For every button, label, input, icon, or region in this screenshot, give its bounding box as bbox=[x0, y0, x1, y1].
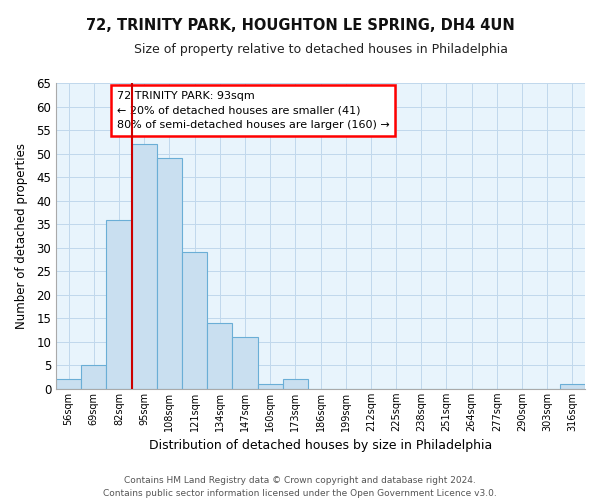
Bar bbox=[56, 380, 81, 389]
Bar bbox=[182, 252, 207, 389]
Bar bbox=[257, 384, 283, 389]
Bar bbox=[283, 380, 308, 389]
Bar bbox=[131, 144, 157, 389]
Bar bbox=[207, 323, 232, 389]
Bar bbox=[157, 158, 182, 389]
Bar bbox=[560, 384, 585, 389]
Text: 72 TRINITY PARK: 93sqm
← 20% of detached houses are smaller (41)
80% of semi-det: 72 TRINITY PARK: 93sqm ← 20% of detached… bbox=[117, 90, 389, 130]
Bar bbox=[106, 220, 131, 389]
Bar bbox=[81, 366, 106, 389]
Text: Contains HM Land Registry data © Crown copyright and database right 2024.
Contai: Contains HM Land Registry data © Crown c… bbox=[103, 476, 497, 498]
Bar bbox=[232, 337, 257, 389]
X-axis label: Distribution of detached houses by size in Philadelphia: Distribution of detached houses by size … bbox=[149, 440, 492, 452]
Text: 72, TRINITY PARK, HOUGHTON LE SPRING, DH4 4UN: 72, TRINITY PARK, HOUGHTON LE SPRING, DH… bbox=[86, 18, 514, 32]
Title: Size of property relative to detached houses in Philadelphia: Size of property relative to detached ho… bbox=[134, 42, 508, 56]
Y-axis label: Number of detached properties: Number of detached properties bbox=[15, 143, 28, 329]
